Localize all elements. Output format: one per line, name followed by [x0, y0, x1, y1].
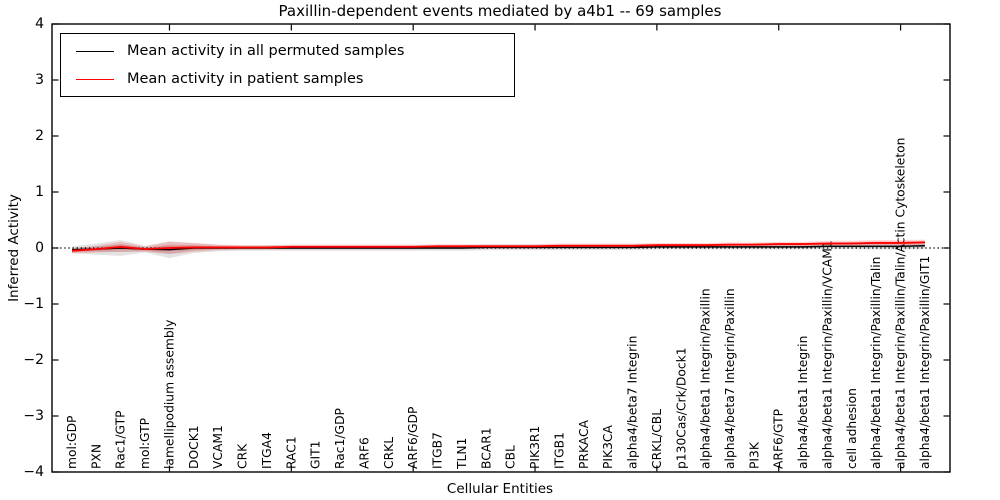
x-tick-label: mol:GTP: [138, 418, 152, 469]
x-tick-label: GIT1: [309, 441, 323, 470]
x-tick-label: PRKACA: [577, 419, 591, 469]
x-tick-label: PI3K: [747, 441, 761, 469]
x-tick-label: alpha4/beta7 Integrin/Paxillin: [723, 288, 737, 469]
x-tick-label: BCAR1: [479, 427, 493, 469]
x-tick-label: CBL: [504, 445, 518, 469]
x-axis-label: Cellular Entities: [446, 481, 554, 497]
x-tick-label: PIK3R1: [528, 426, 542, 469]
y-tick-label: −3: [23, 408, 44, 424]
x-tick-label: alpha4/beta1 Integrin/Paxillin/Talin: [869, 257, 883, 469]
x-tick-label: TLN1: [455, 438, 469, 470]
legend-label-permuted: Mean activity in all permuted samples: [127, 43, 405, 59]
y-tick-label: 0: [35, 240, 44, 256]
x-tick-label: PIK3CA: [601, 424, 615, 469]
x-tick-label: alpha4/beta1 Integrin/Paxillin/VCAM1: [820, 240, 834, 469]
axes-frame: [51, 23, 951, 473]
legend: Mean activity in all permuted samples Me…: [60, 33, 515, 97]
permuted-line-swatch: [76, 50, 114, 52]
x-tick-label: ARF6/GDP: [406, 407, 420, 469]
x-tick-label: alpha4/beta7 Integrin: [626, 336, 640, 469]
x-tick-label: ARF6/GTP: [772, 409, 786, 469]
y-tick-label: −1: [23, 296, 44, 312]
x-tick-label: CRK: [236, 443, 250, 469]
y-tick-label: 4: [35, 16, 44, 32]
patient-line-swatch: [76, 78, 114, 80]
x-tick-label: ARF6: [357, 437, 371, 469]
x-tick-label: ITGB7: [431, 432, 445, 469]
legend-label-patient: Mean activity in patient samples: [127, 71, 364, 87]
x-tick-label: alpha4/beta1 Integrin: [796, 336, 810, 469]
y-tick-label: −4: [23, 464, 44, 480]
x-tick-label: DOCK1: [187, 425, 201, 469]
legend-row-patient: Mean activity in patient samples: [61, 71, 514, 87]
x-tick-label: VCAM1: [211, 425, 225, 469]
x-tick-label: alpha4/beta1 Integrin/Paxillin/Talin/Act…: [894, 138, 908, 469]
x-tick-label: RAC1: [284, 436, 298, 469]
x-tick-label: PXN: [89, 444, 103, 469]
y-tick-label: 2: [35, 128, 44, 144]
chart-title: Paxillin-dependent events mediated by a4…: [278, 2, 722, 20]
y-axis-label: Inferred Activity: [6, 194, 22, 302]
x-tick-label: Rac1/GDP: [333, 408, 347, 469]
x-tick-label: lamellipodium assembly: [162, 320, 176, 469]
x-tick-label: alpha4/beta1 Integrin/Paxillin/GIT1: [918, 256, 932, 469]
y-tick-label: 3: [35, 72, 44, 88]
x-tick-label: CRKL/CBL: [650, 409, 664, 469]
x-tick-label: ITGB1: [552, 432, 566, 469]
x-tick-label: ITGA4: [260, 432, 274, 469]
y-tick-label: −2: [23, 352, 44, 368]
mean-line: [71, 241, 925, 252]
x-tick-label: Rac1/GTP: [114, 410, 128, 469]
x-tick-label: alpha4/beta1 Integrin/Paxillin: [699, 288, 713, 469]
x-tick-label: mol:GDP: [65, 416, 79, 469]
x-tick-label: cell adhesion: [845, 388, 859, 469]
y-tick-label: 1: [35, 184, 44, 200]
x-tick-label: CRKL: [382, 437, 396, 469]
x-tick-label: p130Cas/Crk/Dock1: [674, 347, 688, 469]
legend-row-permuted: Mean activity in all permuted samples: [61, 43, 514, 59]
